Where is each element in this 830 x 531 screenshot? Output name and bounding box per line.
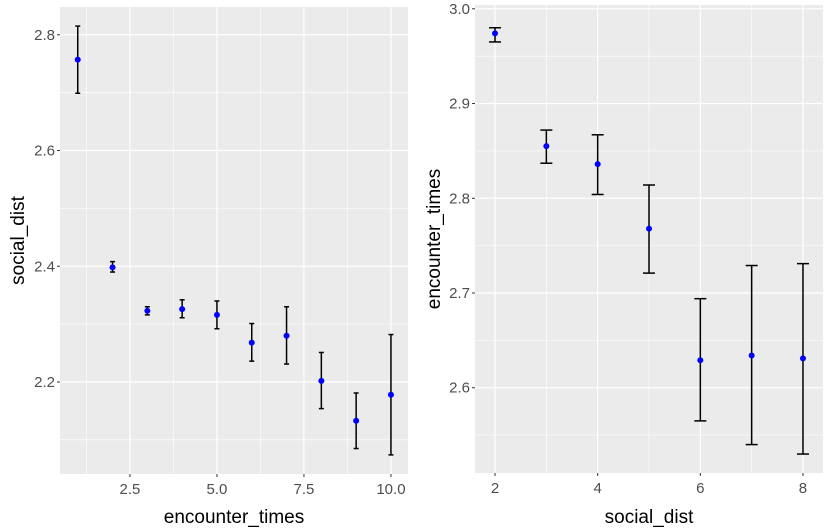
data-point — [543, 143, 550, 150]
y-tick-label: 2.4 — [34, 258, 55, 275]
data-point — [799, 355, 806, 362]
y-tick-label: 2.2 — [34, 374, 55, 391]
y-axis-label: social_dist — [8, 195, 29, 284]
x-tick-label: 2.5 — [120, 481, 141, 498]
x-axis-label: encounter_times — [164, 507, 304, 528]
y-tick-label: 2.8 — [34, 27, 55, 44]
x-axis-label: social_dist — [605, 507, 694, 528]
x-tick-label: 10.0 — [376, 481, 405, 498]
plot-background — [60, 7, 408, 474]
y-axis-label: encounter_times — [424, 169, 445, 309]
data-point — [179, 306, 186, 313]
x-tick-label: 7.5 — [294, 481, 315, 498]
x-tick-label: 2 — [491, 480, 499, 497]
data-point — [646, 225, 652, 232]
data-point — [318, 377, 325, 384]
data-point — [248, 339, 255, 346]
x-tick-label: 8 — [799, 480, 807, 497]
x-tick-label: 5.0 — [207, 481, 228, 498]
data-point — [492, 30, 499, 37]
y-tick-label: 3.0 — [449, 1, 470, 18]
data-point — [213, 311, 220, 318]
right-panel: 2 4 6 8 2.6 2.7 2.8 2.9 3.0 social_dist encounter_… — [424, 1, 823, 528]
x-tick-label: 4 — [594, 480, 602, 497]
y-tick-label: 2.6 — [34, 143, 55, 160]
data-point — [109, 264, 116, 271]
data-point — [74, 56, 81, 63]
y-tick-label: 2.6 — [449, 380, 470, 397]
x-tick-label: 6 — [696, 480, 704, 497]
data-point — [353, 417, 360, 424]
data-point — [697, 357, 704, 364]
data-point — [283, 332, 290, 339]
y-tick-label: 2.7 — [449, 285, 470, 302]
data-point — [387, 391, 394, 398]
y-tick-label: 2.8 — [449, 190, 470, 207]
data-point — [144, 307, 151, 314]
data-point — [748, 352, 755, 359]
data-point — [594, 161, 601, 168]
left-panel: 2.5 5.0 7.5 10.0 2.2 2.4 2.6 2.8 encounter_times… — [8, 7, 408, 528]
y-tick-label: 2.9 — [449, 96, 470, 113]
